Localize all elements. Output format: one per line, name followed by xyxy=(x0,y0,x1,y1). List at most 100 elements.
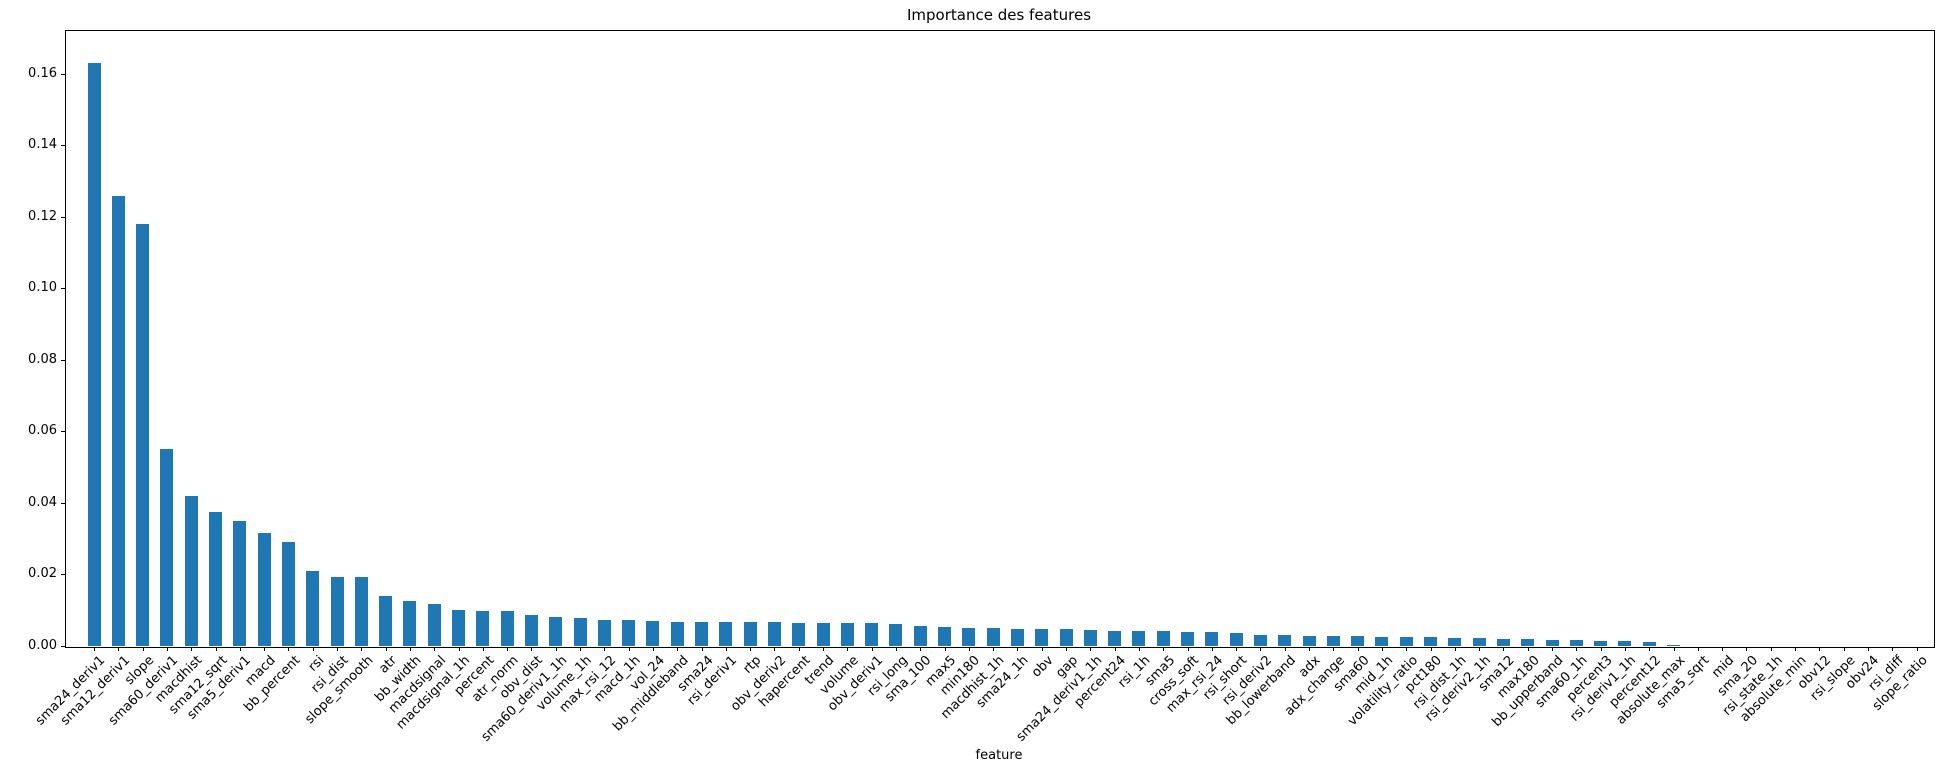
x-tick-mark xyxy=(1576,647,1578,651)
x-tick-mark xyxy=(1916,647,1918,651)
x-tick-mark xyxy=(677,647,679,651)
y-tick-label: 0.04 xyxy=(28,494,57,510)
bar xyxy=(233,520,247,646)
y-tick-label: 0.08 xyxy=(28,351,57,367)
x-tick-mark xyxy=(288,647,290,651)
x-tick-mark xyxy=(94,647,95,651)
x-tick-mark xyxy=(1867,647,1869,651)
bar xyxy=(889,623,903,646)
bar xyxy=(1302,635,1316,646)
x-tick-mark xyxy=(871,647,873,651)
bar xyxy=(354,576,368,646)
x-tick-mark xyxy=(1624,647,1626,651)
x-axis-label: feature xyxy=(975,748,1023,763)
bar xyxy=(1618,641,1632,646)
x-tick-mark xyxy=(1673,647,1675,651)
bar xyxy=(403,601,417,646)
y-tick-mark xyxy=(61,646,65,647)
x-tick-mark xyxy=(1746,647,1748,651)
bar xyxy=(1059,629,1073,646)
bar xyxy=(549,617,563,646)
x-tick-mark xyxy=(1284,647,1286,651)
x-tick-mark xyxy=(1892,647,1894,651)
x-tick-mark xyxy=(1236,647,1238,651)
x-tick-mark xyxy=(1552,647,1553,651)
y-tick-mark xyxy=(61,359,65,361)
x-tick-mark xyxy=(1260,647,1262,651)
x-tick-mark xyxy=(1406,647,1408,651)
bar xyxy=(1351,636,1365,646)
x-tick-mark xyxy=(555,647,557,651)
x-tick-mark xyxy=(1090,647,1092,651)
bar xyxy=(938,627,951,646)
x-tick-mark xyxy=(166,647,168,651)
bar xyxy=(184,495,198,646)
x-tick-mark xyxy=(361,647,363,651)
y-tick-label: 0.00 xyxy=(28,638,57,653)
bar xyxy=(1229,633,1243,646)
x-tick-mark xyxy=(1017,647,1019,651)
x-tick-mark xyxy=(1163,647,1165,651)
x-tick-mark xyxy=(1600,647,1602,651)
bar xyxy=(986,628,1000,646)
x-tick-mark xyxy=(1697,647,1699,651)
x-tick-mark xyxy=(798,647,800,651)
y-tick-mark xyxy=(61,574,65,576)
bar xyxy=(1521,639,1535,646)
x-tick-mark xyxy=(944,647,946,651)
bar xyxy=(840,623,854,646)
x-tick-mark xyxy=(337,647,338,651)
x-tick-mark xyxy=(1138,647,1140,651)
bar xyxy=(379,595,393,646)
bar xyxy=(1375,636,1389,646)
x-tick-mark xyxy=(895,647,897,651)
y-tick-mark xyxy=(61,431,65,433)
x-tick-mark xyxy=(750,647,752,651)
bar xyxy=(719,622,733,646)
bar xyxy=(962,628,976,646)
y-tick-label: 0.06 xyxy=(28,423,57,439)
bar xyxy=(87,63,101,646)
bar xyxy=(209,511,222,646)
x-tick-mark xyxy=(1066,647,1067,651)
bar xyxy=(330,576,344,646)
x-tick-mark xyxy=(482,647,484,651)
x-tick-mark xyxy=(1770,647,1772,651)
bar xyxy=(573,618,587,646)
bar xyxy=(1326,635,1340,646)
bar xyxy=(816,622,830,646)
y-tick-mark xyxy=(61,73,65,75)
y-tick-mark xyxy=(61,145,65,147)
bar xyxy=(1424,637,1437,646)
bar xyxy=(597,620,611,646)
plot-area xyxy=(65,30,1935,648)
y-tick-label: 0.14 xyxy=(28,137,57,153)
x-tick-mark xyxy=(920,647,922,651)
bar xyxy=(1642,641,1656,646)
bar xyxy=(281,542,295,646)
bar xyxy=(427,603,441,646)
x-tick-mark xyxy=(1309,647,1310,651)
bar xyxy=(792,622,806,646)
y-tick-mark xyxy=(61,216,65,218)
x-tick-mark xyxy=(142,647,144,651)
x-tick-mark xyxy=(1114,647,1116,651)
bar xyxy=(1181,632,1194,646)
x-tick-mark xyxy=(1187,647,1189,651)
x-tick-mark xyxy=(847,647,849,651)
x-tick-mark xyxy=(701,647,703,651)
y-tick-label: 0.02 xyxy=(28,566,57,582)
bar xyxy=(160,449,174,646)
bar xyxy=(1496,639,1510,646)
bar xyxy=(1569,640,1583,646)
x-tick-mark xyxy=(264,647,266,651)
bar xyxy=(743,622,757,646)
bar xyxy=(1278,635,1292,646)
y-tick-label: 0.12 xyxy=(28,208,57,224)
bar xyxy=(257,533,271,646)
y-tick-label: 0.16 xyxy=(28,65,57,81)
y-tick-label: 0.10 xyxy=(28,280,57,296)
x-tick-mark xyxy=(1357,647,1359,651)
bar xyxy=(1472,638,1486,646)
bar xyxy=(1108,630,1122,646)
